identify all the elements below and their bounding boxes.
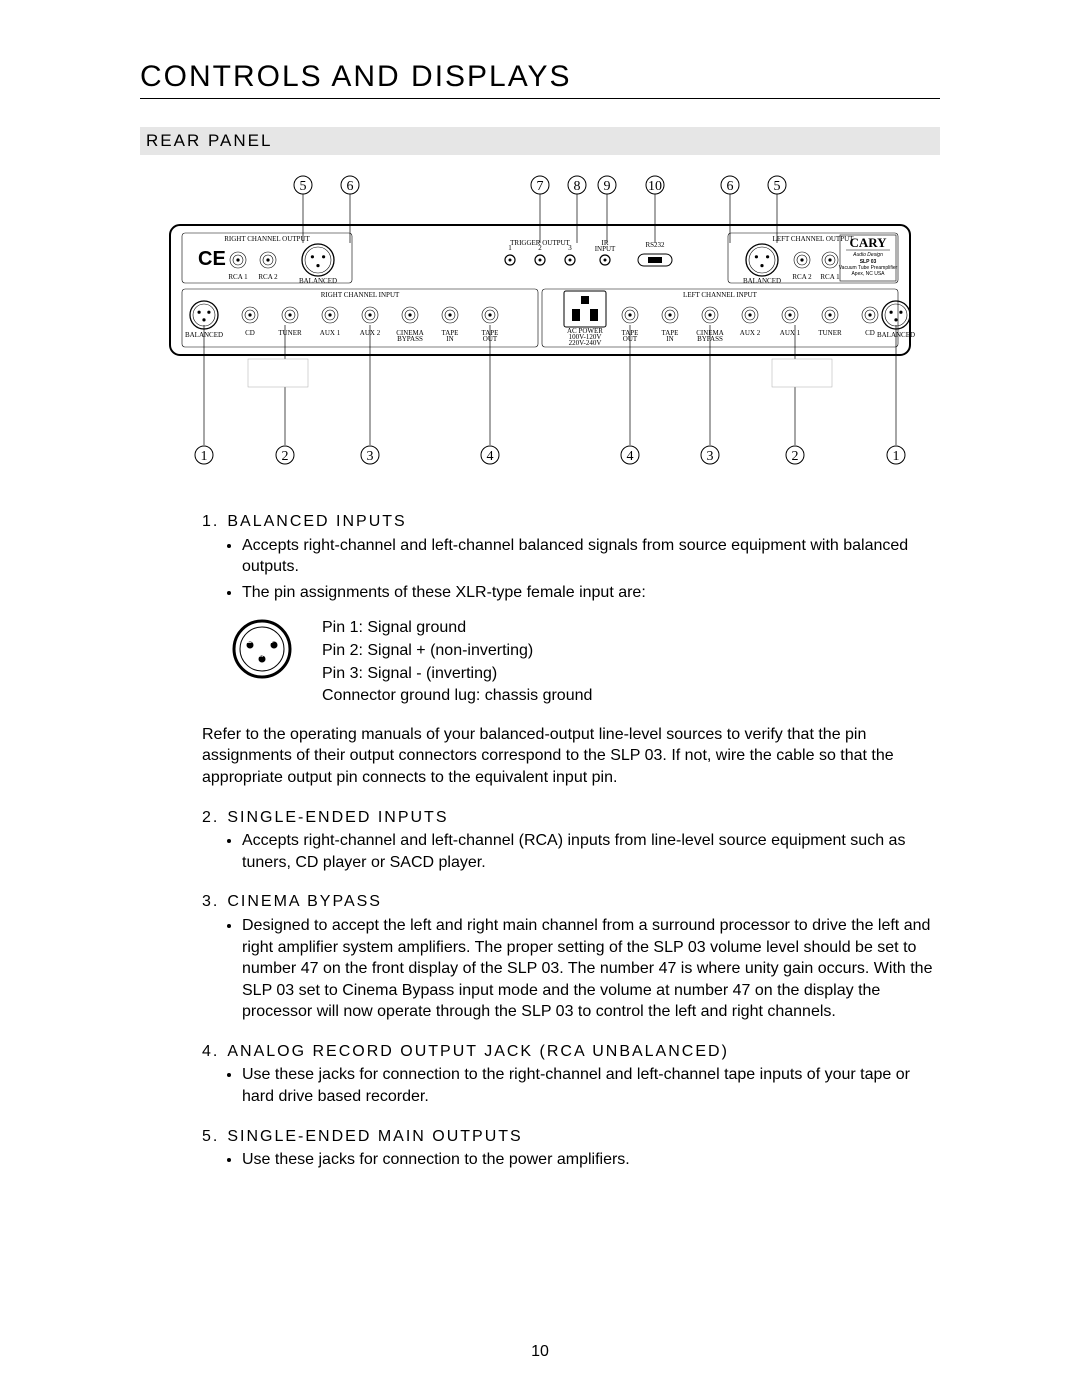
svg-text:2: 2 (282, 449, 289, 464)
svg-text:CD: CD (865, 329, 875, 337)
item-bullets: Designed to accept the left and right ma… (202, 915, 940, 1023)
left-out-label: LEFT CHANNEL OUTPUT (773, 235, 855, 243)
svg-text:7: 7 (537, 179, 544, 194)
svg-text:BYPASS: BYPASS (397, 335, 423, 343)
item-bullets: Accepts right-channel and left-channel (… (202, 830, 940, 873)
svg-text:RS232: RS232 (645, 241, 665, 249)
section-subhead: REAR PANEL (140, 127, 940, 155)
svg-text:TUNER: TUNER (818, 329, 842, 337)
pin-text: Pin 1: Signal groundPin 2: Signal + (non… (322, 617, 592, 707)
svg-text:IN: IN (446, 335, 453, 343)
brand-name: CARY (849, 235, 887, 250)
bullet: The pin assignments of these XLR-type fe… (242, 582, 940, 604)
page-number: 10 (0, 1343, 1080, 1361)
svg-text:1: 1 (508, 244, 512, 252)
bullet: Accepts right-channel and left-channel b… (242, 535, 940, 578)
svg-text:2: 2 (792, 449, 799, 464)
list-item: 1.BALANCED INPUTSAccepts right-channel a… (140, 511, 940, 789)
svg-text:2: 2 (538, 244, 542, 252)
item-heading: 3.CINEMA BYPASS (202, 891, 940, 913)
item-heading: 5.SINGLE-ENDED MAIN OUTPUTS (202, 1126, 940, 1148)
left-in-label: LEFT CHANNEL INPUT (683, 291, 758, 299)
item-bullets: Use these jacks for connection to the po… (202, 1149, 940, 1171)
svg-text:RCA 2: RCA 2 (792, 273, 812, 281)
svg-text:RCA 1: RCA 1 (820, 273, 840, 281)
list-item: 2.SINGLE-ENDED INPUTSAccepts right-chann… (140, 807, 940, 874)
item-bullets: Use these jacks for connection to the ri… (202, 1064, 940, 1107)
list-item: 4.ANALOG RECORD OUTPUT JACK (RCA UNBALAN… (140, 1041, 940, 1108)
svg-text:5: 5 (774, 179, 781, 194)
svg-text:OUT: OUT (623, 335, 638, 343)
ce-mark: CE (198, 248, 226, 270)
right-out-label: RIGHT CHANNEL OUTPUT (224, 235, 310, 243)
item-heading: 1.BALANCED INPUTS (202, 511, 940, 533)
description-list: 1.BALANCED INPUTSAccepts right-channel a… (140, 511, 940, 1171)
bullet: Designed to accept the left and right ma… (242, 915, 940, 1023)
svg-text:AUX 2: AUX 2 (740, 329, 761, 337)
refer-paragraph: Refer to the operating manuals of your b… (202, 724, 940, 789)
page-title: CONTROLS AND DISPLAYS (140, 60, 940, 94)
list-item: 3.CINEMA BYPASSDesigned to accept the le… (140, 891, 940, 1023)
svg-text:BALANCED: BALANCED (299, 277, 337, 285)
svg-text:9: 9 (604, 179, 611, 194)
svg-text:AUX 1: AUX 1 (320, 329, 341, 337)
bullet: Use these jacks for connection to the po… (242, 1149, 940, 1171)
item-bullets: Accepts right-channel and left-channel b… (202, 535, 940, 604)
rear-panel-diagram: 5 6 7 8 9 10 6 5 RIGHT CHANNEL OUTPUT LEFT CHAN… (140, 165, 940, 475)
item-heading: 2.SINGLE-ENDED INPUTS (202, 807, 940, 829)
brand-sub3: Apex, NC USA (851, 271, 885, 277)
svg-text:3: 3 (568, 244, 572, 252)
svg-text:INPUT: INPUT (595, 245, 616, 253)
svg-text:1: 1 (269, 635, 274, 646)
svg-text:RCA 2: RCA 2 (258, 273, 278, 281)
svg-text:BALANCED: BALANCED (743, 277, 781, 285)
svg-text:10: 10 (648, 179, 662, 194)
list-item: 5.SINGLE-ENDED MAIN OUTPUTSUse these jac… (140, 1126, 940, 1171)
svg-text:RCA 1: RCA 1 (228, 273, 248, 281)
svg-text:IN: IN (666, 335, 673, 343)
svg-text:AUX 1: AUX 1 (780, 329, 801, 337)
right-in-label: RIGHT CHANNEL INPUT (321, 291, 400, 299)
svg-text:CD: CD (245, 329, 255, 337)
brand-sub1: Audio Design (852, 252, 883, 258)
svg-text:1: 1 (893, 449, 900, 464)
svg-text:8: 8 (574, 179, 581, 194)
svg-text:2: 2 (247, 635, 252, 646)
svg-text:1: 1 (201, 449, 208, 464)
item-heading: 4.ANALOG RECORD OUTPUT JACK (RCA UNBALAN… (202, 1041, 940, 1063)
svg-text:5: 5 (300, 179, 307, 194)
title-rule (140, 98, 940, 99)
svg-text:3: 3 (367, 449, 374, 464)
bullet: Use these jacks for connection to the ri… (242, 1064, 940, 1107)
svg-text:4: 4 (487, 449, 494, 464)
svg-text:6: 6 (347, 179, 354, 194)
bullet: Accepts right-channel and left-channel (… (242, 830, 940, 873)
xlr-pin-diagram: 1 23 Pin 1: Signal groundPin 2: Signal + (… (230, 617, 940, 707)
ac-label-3: 220V-240V (569, 339, 602, 347)
svg-text:6: 6 (727, 179, 734, 194)
svg-text:TUNER: TUNER (278, 329, 302, 337)
svg-text:OUT: OUT (483, 335, 498, 343)
svg-text:3: 3 (707, 449, 714, 464)
svg-text:4: 4 (627, 449, 634, 464)
svg-text:3: 3 (259, 649, 264, 660)
